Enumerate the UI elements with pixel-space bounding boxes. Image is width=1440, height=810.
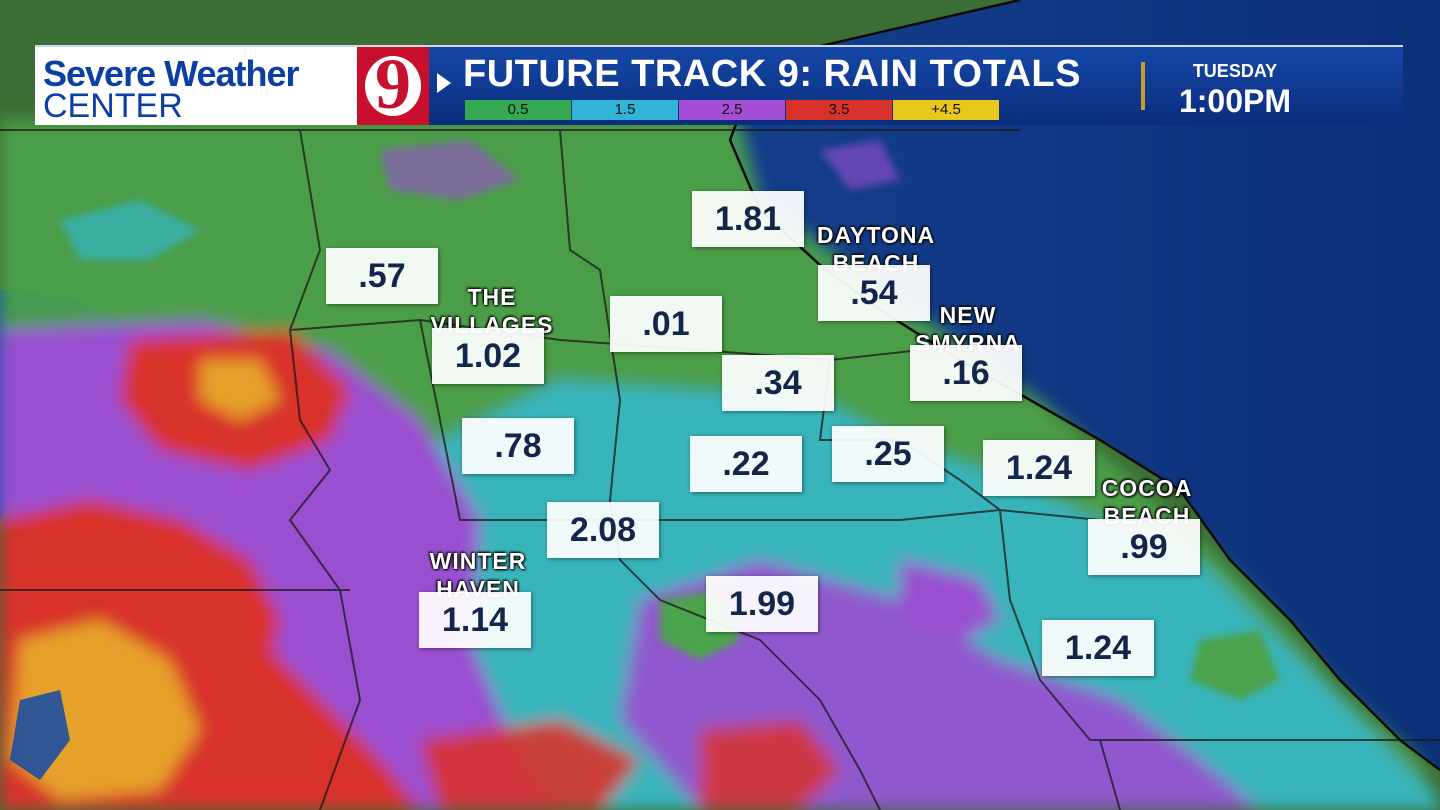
rain-legend: 0.5 1.5 2.5 3.5 +4.5: [465, 100, 1000, 120]
legend-swatch: 3.5: [786, 100, 892, 120]
rain-total-value: .16: [910, 345, 1022, 401]
rain-total-value: .57: [326, 248, 438, 304]
page-title: FUTURE TRACK 9: RAIN TOTALS: [463, 53, 1081, 95]
rain-total-value: .01: [610, 296, 722, 352]
rain-total-value: 2.08: [547, 502, 659, 558]
play-arrow-icon: [437, 73, 451, 93]
brand-title: Severe Weather: [43, 53, 299, 94]
rain-total-value: 1.81: [692, 191, 804, 247]
rain-total-value: 1.14: [419, 592, 531, 648]
rain-total-value: 1.99: [706, 576, 818, 632]
rain-total-value: 1.24: [1042, 620, 1154, 676]
legend-swatch: +4.5: [893, 100, 999, 120]
rain-total-value: 1.24: [983, 440, 1095, 496]
forecast-time: 1:00PM: [1178, 83, 1292, 119]
rain-total-value: .78: [462, 418, 574, 474]
header-banner: Severe Weather CENTER 9 FUTURE TRACK 9: …: [35, 45, 1403, 125]
rain-total-value: 1.02: [432, 328, 544, 384]
rain-total-value: .34: [722, 355, 834, 411]
logo-circle-icon: [365, 56, 421, 116]
brand-panel: Severe Weather CENTER: [35, 47, 357, 125]
legend-swatch: 2.5: [679, 100, 785, 120]
rain-total-value: .22: [690, 436, 802, 492]
rain-total-value: .54: [818, 265, 930, 321]
legend-swatch: 0.5: [465, 100, 571, 120]
rain-total-value: .99: [1088, 519, 1200, 575]
channel-logo: 9: [357, 44, 429, 125]
logo-number: 9: [375, 44, 411, 124]
header-divider: [1141, 62, 1145, 110]
brand-subtitle: CENTER: [43, 87, 183, 125]
rain-total-value: .25: [832, 426, 944, 482]
legend-swatch: 1.5: [572, 100, 678, 120]
forecast-day: TUESDAY: [1192, 61, 1278, 81]
